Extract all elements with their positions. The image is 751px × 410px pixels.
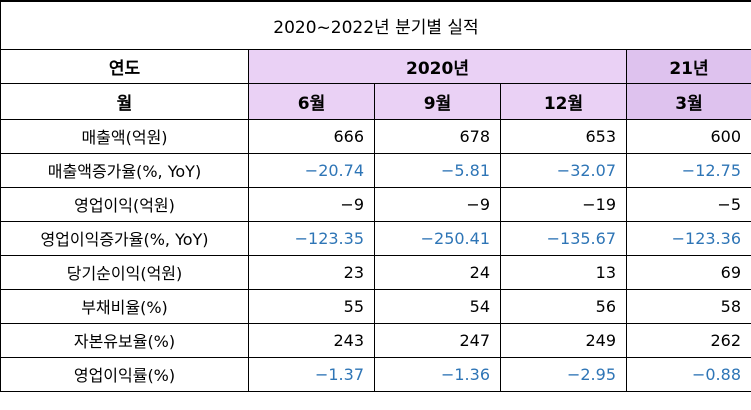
row-label: 영업이익률(%) [0,356,249,392]
data-cell: −123.35 [248,220,375,256]
year-group-header: 2020년 [248,48,627,84]
data-cell: 653 [500,118,627,154]
data-cell: 23 [248,254,375,290]
data-cell: −32.07 [500,152,627,188]
data-cell: 24 [374,254,501,290]
row-label: 영업이익(억원) [0,186,249,222]
table-row: 매출액(억원) 666 678 653 600 [0,118,751,154]
data-cell: 243 [248,322,375,358]
year-header-row: 연도 2020년 21년 [0,48,751,84]
title-row: 2020~2022년 분기별 실적 [0,0,751,50]
table-title: 2020~2022년 분기별 실적 [0,0,751,50]
year-header-label: 연도 [0,48,249,84]
quarterly-results-table: 2020~2022년 분기별 실적 연도 2020년 21년 월 6월 9월 12월 3… [0,0,751,392]
data-cell: −123.36 [626,220,751,256]
data-cell: −5.81 [374,152,501,188]
data-cell: −9 [248,186,375,222]
data-cell: −5 [626,186,751,222]
data-cell: −19 [500,186,627,222]
data-cell: 247 [374,322,501,358]
row-label: 매출액(억원) [0,118,249,154]
row-label: 자본유보율(%) [0,322,249,358]
data-cell: −135.67 [500,220,627,256]
table-row: 부채비율(%) 55 54 56 58 [0,288,751,324]
month-header: 9월 [374,82,501,120]
table-row: 영업이익률(%) −1.37 −1.36 −2.95 −0.88 [0,356,751,392]
data-cell: 54 [374,288,501,324]
table-row: 자본유보율(%) 243 247 249 262 [0,322,751,358]
table-row: 당기순이익(억원) 23 24 13 69 [0,254,751,290]
data-cell: 666 [248,118,375,154]
month-header-row: 월 6월 9월 12월 3월 [0,82,751,120]
data-cell: 249 [500,322,627,358]
year-group-header: 21년 [626,48,751,84]
data-cell: 69 [626,254,751,290]
row-label: 당기순이익(억원) [0,254,249,290]
data-cell: −250.41 [374,220,501,256]
row-label: 부채비율(%) [0,288,249,324]
table-row: 영업이익증가율(%, YoY) −123.35 −250.41 −135.67 −123… [0,220,751,256]
data-cell: 262 [626,322,751,358]
data-cell: 600 [626,118,751,154]
month-header: 12월 [500,82,627,120]
data-cell: −0.88 [626,356,751,392]
row-label: 영업이익증가율(%, YoY) [0,220,249,256]
data-cell: −1.36 [374,356,501,392]
data-cell: 678 [374,118,501,154]
data-cell: −20.74 [248,152,375,188]
data-cell: −2.95 [500,356,627,392]
month-header-label: 월 [0,82,249,120]
data-cell: −9 [374,186,501,222]
data-cell: −12.75 [626,152,751,188]
row-label: 매출액증가율(%, YoY) [0,152,249,188]
data-cell: 58 [626,288,751,324]
data-cell: 55 [248,288,375,324]
table-row: 매출액증가율(%, YoY) −20.74 −5.81 −32.07 −12.75 [0,152,751,188]
month-header: 6월 [248,82,375,120]
data-cell: 13 [500,254,627,290]
table-row: 영업이익(억원) −9 −9 −19 −5 [0,186,751,222]
data-cell: 56 [500,288,627,324]
month-header: 3월 [626,82,751,120]
data-cell: −1.37 [248,356,375,392]
